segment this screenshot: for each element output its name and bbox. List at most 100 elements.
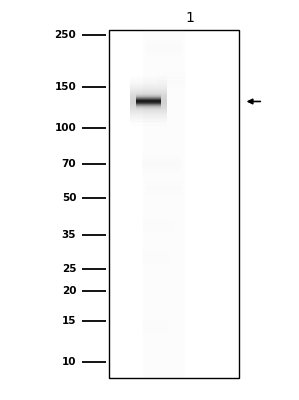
Bar bbox=[143, 86, 184, 87]
Bar bbox=[143, 352, 184, 354]
Bar bbox=[143, 95, 184, 96]
Bar bbox=[143, 102, 184, 103]
Bar bbox=[142, 253, 170, 254]
Bar bbox=[143, 127, 184, 128]
Bar bbox=[143, 230, 184, 231]
Bar bbox=[157, 79, 186, 80]
Bar bbox=[143, 305, 184, 306]
Bar bbox=[130, 98, 167, 100]
Bar bbox=[130, 77, 167, 78]
Bar bbox=[143, 178, 184, 179]
Bar bbox=[143, 332, 184, 333]
Bar bbox=[130, 79, 167, 80]
Bar bbox=[143, 296, 184, 298]
Bar bbox=[143, 79, 184, 80]
Bar bbox=[143, 85, 184, 86]
Bar bbox=[143, 266, 184, 268]
Bar bbox=[130, 117, 167, 118]
Bar bbox=[157, 81, 186, 82]
Bar bbox=[143, 165, 184, 166]
Bar bbox=[143, 356, 184, 357]
Bar bbox=[143, 281, 184, 282]
Bar bbox=[143, 365, 184, 366]
Bar bbox=[143, 222, 174, 223]
Bar bbox=[143, 242, 184, 243]
Bar bbox=[143, 123, 184, 124]
Bar bbox=[130, 95, 167, 96]
Bar bbox=[143, 164, 184, 165]
Bar bbox=[143, 143, 184, 144]
Bar bbox=[142, 324, 168, 325]
Bar bbox=[157, 91, 186, 92]
Bar bbox=[147, 190, 181, 191]
Bar bbox=[130, 97, 167, 98]
Bar bbox=[142, 249, 170, 250]
Bar bbox=[147, 194, 181, 195]
Bar bbox=[143, 224, 174, 225]
Bar bbox=[143, 279, 184, 280]
Bar bbox=[143, 35, 184, 36]
Bar bbox=[142, 166, 181, 167]
Bar bbox=[143, 126, 184, 127]
Bar bbox=[142, 162, 181, 163]
Bar bbox=[157, 72, 186, 73]
Bar bbox=[146, 49, 182, 50]
Bar bbox=[143, 220, 174, 221]
Bar bbox=[143, 270, 184, 271]
Bar bbox=[143, 107, 184, 108]
Bar bbox=[143, 287, 184, 288]
Bar bbox=[143, 372, 184, 373]
Bar bbox=[109, 30, 239, 378]
Bar bbox=[143, 308, 184, 309]
Bar bbox=[143, 319, 184, 320]
Bar bbox=[143, 341, 184, 342]
Bar bbox=[147, 186, 181, 187]
Bar bbox=[143, 128, 184, 129]
Bar bbox=[143, 371, 184, 372]
Bar bbox=[130, 113, 167, 114]
Bar bbox=[143, 110, 184, 112]
Bar bbox=[143, 32, 184, 34]
Bar bbox=[143, 181, 184, 182]
Bar bbox=[143, 343, 184, 344]
Text: 50: 50 bbox=[62, 194, 76, 204]
Bar bbox=[143, 118, 184, 120]
Bar bbox=[143, 207, 184, 208]
Bar bbox=[143, 234, 184, 235]
Bar bbox=[143, 221, 174, 222]
Bar bbox=[157, 73, 186, 74]
Bar bbox=[143, 248, 184, 249]
Text: 25: 25 bbox=[62, 264, 76, 274]
Bar bbox=[143, 342, 184, 343]
Bar bbox=[143, 71, 184, 72]
Bar bbox=[143, 218, 184, 220]
Bar bbox=[143, 213, 184, 214]
Bar bbox=[143, 225, 174, 226]
Bar bbox=[157, 80, 186, 81]
Bar bbox=[147, 200, 181, 201]
Bar bbox=[143, 237, 184, 238]
Bar bbox=[143, 196, 184, 198]
Bar bbox=[142, 328, 168, 329]
Bar bbox=[143, 194, 184, 195]
Bar bbox=[143, 346, 184, 348]
Bar bbox=[143, 40, 184, 42]
Bar bbox=[143, 44, 184, 45]
Bar bbox=[130, 80, 167, 81]
Bar bbox=[142, 255, 170, 256]
Bar bbox=[130, 125, 167, 126]
Bar bbox=[157, 74, 186, 75]
Bar bbox=[142, 330, 168, 331]
Bar bbox=[142, 332, 168, 333]
Bar bbox=[143, 208, 184, 209]
Bar bbox=[147, 177, 181, 178]
Bar bbox=[143, 216, 184, 217]
Bar bbox=[143, 236, 174, 237]
Bar bbox=[143, 199, 184, 200]
Bar bbox=[142, 251, 170, 252]
Bar bbox=[130, 107, 167, 108]
Bar bbox=[143, 121, 184, 122]
Bar bbox=[142, 254, 170, 255]
Bar bbox=[143, 73, 184, 74]
Bar bbox=[130, 76, 167, 77]
